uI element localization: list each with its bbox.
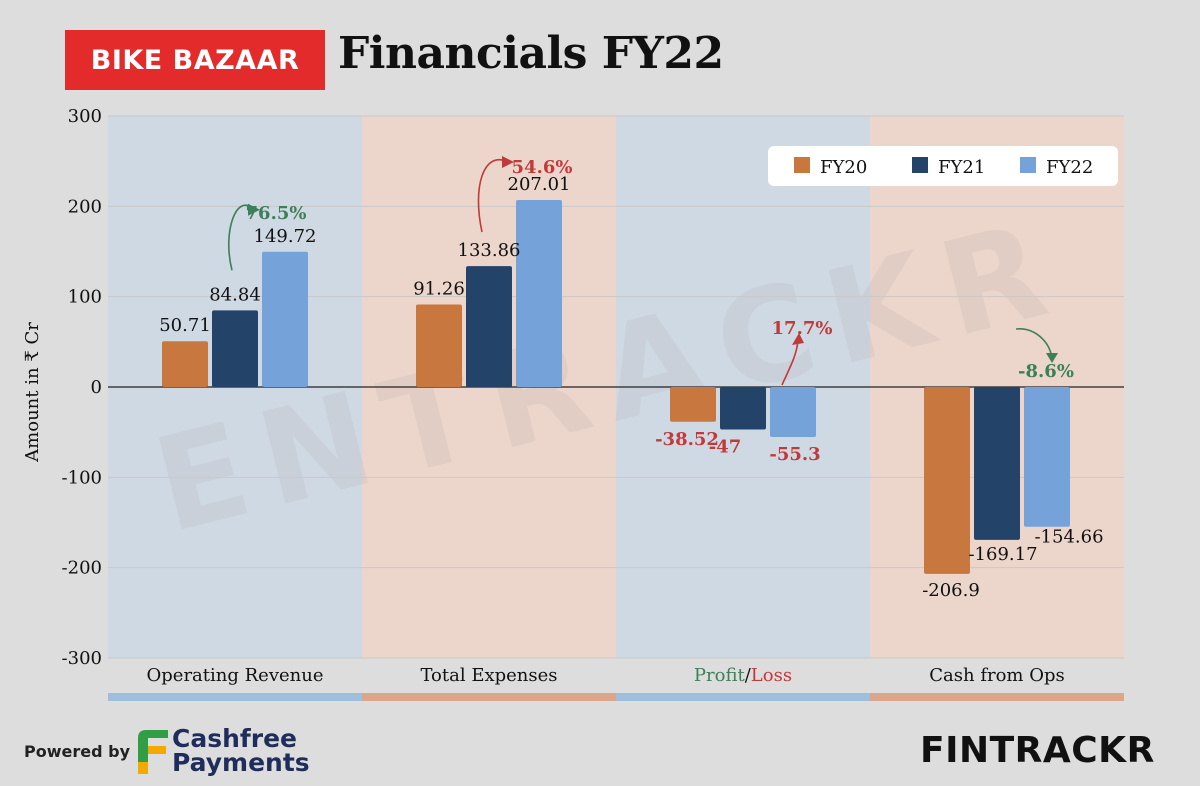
y-tick-label: 300 bbox=[68, 106, 102, 127]
y-tick-label: 100 bbox=[68, 287, 102, 308]
growth-arrow-2 bbox=[781, 340, 799, 386]
category-label-0: Operating Revenue bbox=[147, 665, 324, 686]
bar-fy21-3 bbox=[974, 387, 1020, 540]
growth-arrowhead-0 bbox=[248, 203, 260, 216]
category-label-2: Profit/Loss bbox=[694, 665, 792, 686]
y-tick-label: -200 bbox=[62, 558, 102, 579]
growth-label-1: 54.6% bbox=[512, 157, 573, 178]
header: BIKE BAZAAR Financials FY22 bbox=[0, 0, 1200, 100]
bar-fy22-0 bbox=[262, 251, 308, 387]
legend-swatch-fy21 bbox=[912, 157, 928, 173]
legend-label-fy22: FY22 bbox=[1046, 157, 1093, 178]
data-label-fy22-1: 207.01 bbox=[508, 174, 571, 195]
data-label-fy20-0: 50.71 bbox=[159, 315, 211, 336]
bar-fy21-2 bbox=[720, 387, 766, 430]
legend-label-fy21: FY21 bbox=[938, 157, 985, 178]
cashfree-logo-icon bbox=[138, 730, 168, 774]
category-label-1: Total Expenses bbox=[420, 665, 557, 686]
y-tick-label: 200 bbox=[68, 196, 102, 217]
growth-label-3: -8.6% bbox=[1018, 361, 1074, 382]
profit-loss-separator: / bbox=[745, 665, 752, 686]
bar-fy20-1 bbox=[416, 304, 462, 387]
y-tick-label: -100 bbox=[62, 467, 102, 488]
bar-fy20-3 bbox=[924, 387, 970, 574]
data-label-fy20-1: 91.26 bbox=[413, 279, 465, 300]
growth-arrowhead-1 bbox=[502, 156, 514, 169]
growth-arrowhead-3 bbox=[1046, 353, 1058, 363]
y-axis-label: Amount in ₹ Cr bbox=[22, 322, 43, 463]
bar-fy21-0 bbox=[212, 310, 258, 387]
bar-fy22-3 bbox=[1024, 387, 1070, 527]
y-tick-label: -300 bbox=[62, 648, 102, 669]
data-label-fy22-0: 149.72 bbox=[254, 226, 317, 247]
category-strip-1 bbox=[362, 693, 616, 701]
legend-swatch-fy20 bbox=[794, 157, 810, 173]
growth-label-0: 76.5% bbox=[246, 203, 307, 224]
data-label-fy20-2: -38.52 bbox=[655, 429, 719, 450]
cashfree-payments-wordmark: Cashfree Payments bbox=[172, 724, 310, 777]
y-tick-label: 0 bbox=[91, 377, 102, 398]
data-label-fy21-1: 133.86 bbox=[458, 240, 521, 261]
loss-word: Loss bbox=[751, 665, 792, 686]
brand-name: BIKE BAZAAR bbox=[90, 44, 300, 76]
data-label-fy22-3: -154.66 bbox=[1034, 527, 1103, 548]
fintrackr-logo: FINTRACKR bbox=[920, 730, 1155, 771]
data-label-fy22-2: -55.3 bbox=[769, 444, 820, 465]
bike-bazaar-logo: BIKE BAZAAR bbox=[65, 30, 325, 90]
growth-label-2: 17.7% bbox=[772, 318, 833, 339]
bar-fy21-1 bbox=[466, 266, 512, 387]
data-label-fy21-3: -169.17 bbox=[968, 544, 1037, 565]
bar-fy20-2 bbox=[670, 387, 716, 422]
category-label-3: Cash from Ops bbox=[929, 665, 1064, 686]
bar-fy22-2 bbox=[770, 387, 816, 437]
bar-fy22-1 bbox=[516, 200, 562, 387]
growth-arrowhead-2 bbox=[792, 333, 804, 345]
growth-arrow-1 bbox=[477, 159, 509, 233]
legend-box bbox=[768, 146, 1118, 186]
payments-name: Payments bbox=[172, 748, 310, 777]
data-label-fy21-2: -47 bbox=[709, 436, 742, 457]
cashfree-name: Cashfree bbox=[172, 724, 298, 753]
data-label-fy20-3: -206.9 bbox=[922, 580, 980, 601]
category-strip-0 bbox=[108, 693, 362, 701]
data-label-fy21-0: 84.84 bbox=[209, 284, 261, 305]
category-strip-2 bbox=[616, 693, 870, 701]
legend-label-fy20: FY20 bbox=[820, 157, 867, 178]
page-title: Financials FY22 bbox=[338, 28, 724, 79]
category-strip-3 bbox=[870, 693, 1124, 701]
profit-word: Profit bbox=[694, 665, 746, 686]
bar-fy20-0 bbox=[162, 341, 208, 387]
legend-swatch-fy22 bbox=[1020, 157, 1036, 173]
powered-by-label: Powered by bbox=[24, 742, 130, 761]
